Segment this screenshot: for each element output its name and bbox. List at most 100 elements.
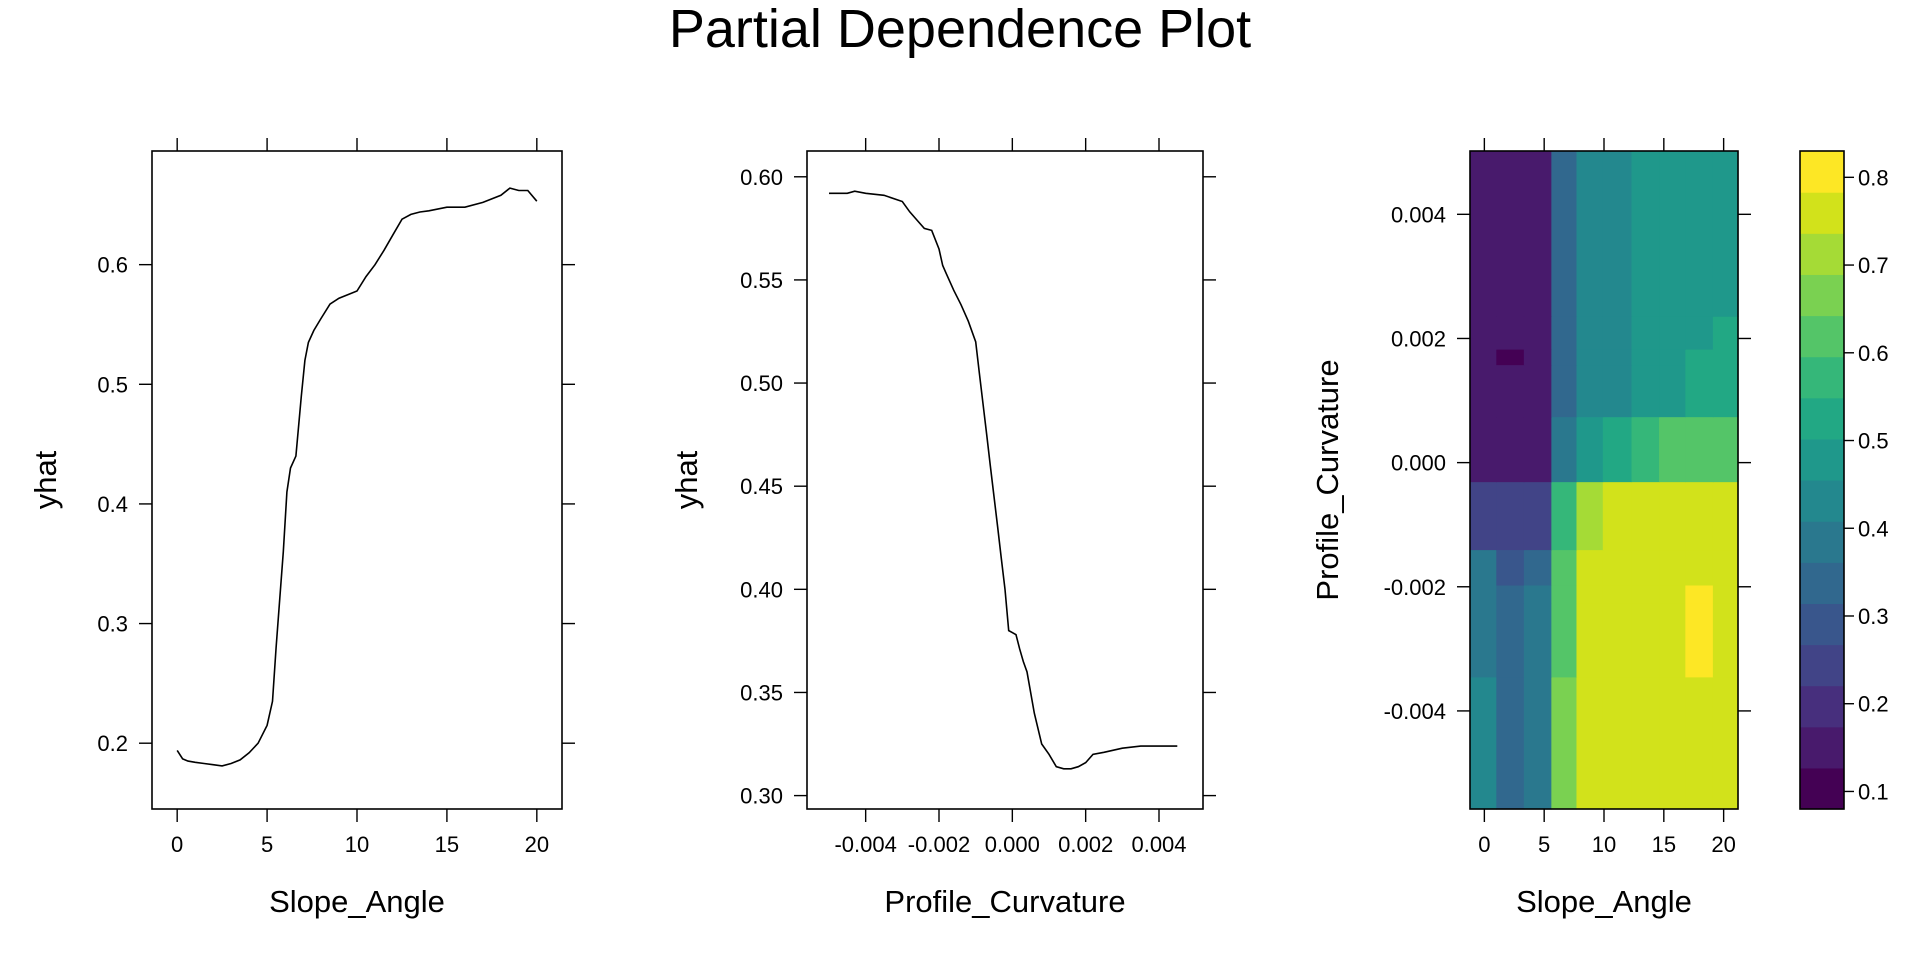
heatmap-cell — [1685, 349, 1714, 366]
y-tick-label: 0.40 — [740, 577, 783, 602]
heatmap-cell — [1712, 364, 1739, 418]
heatmap-cell — [1523, 676, 1552, 810]
heatmap-cell — [1523, 584, 1552, 604]
heatmap-cell — [1659, 416, 1686, 483]
y-tick-label: 0.000 — [1391, 451, 1446, 476]
x-tick-label: 10 — [345, 832, 369, 857]
heatmap-cell — [1551, 364, 1578, 418]
y-tick-label: 0.004 — [1391, 202, 1446, 227]
heatmap-cell — [1470, 602, 1497, 678]
heatmap-cell — [1685, 481, 1714, 551]
x-tick-label: 20 — [1711, 832, 1735, 857]
heatmap-cell — [1576, 676, 1604, 810]
heatmap-cell — [1523, 349, 1552, 366]
heatmap-cell — [1631, 584, 1660, 604]
y-tick-label: 0.50 — [740, 371, 783, 396]
y-tick-label: -0.002 — [1384, 575, 1446, 600]
colorbar-swatch — [1800, 315, 1844, 358]
panel-heatmap: Slope_Angle Profile_Curvature 0.1 0.2 0.3 0… — [1310, 138, 1889, 919]
x-tick-label: 5 — [261, 832, 273, 857]
x-tick-label: -0.004 — [834, 832, 896, 857]
heatmap-cell — [1470, 151, 1497, 317]
y-tick-label: 0.45 — [740, 474, 783, 499]
colorbar-frame — [1799, 150, 1845, 810]
x-tick-label: 0.002 — [1058, 832, 1113, 857]
heatmap-cell — [1712, 316, 1739, 350]
heatmap-cell — [1685, 151, 1714, 317]
heatmap-cell — [1602, 316, 1633, 350]
colorbar-swatch — [1800, 151, 1844, 193]
y-tick-label: 0.55 — [740, 268, 783, 293]
panel-profile-curvature-line: Profile_Curvature yhat -0.004 -0.002 0.000… — [669, 138, 1216, 919]
heatmap-cell — [1685, 602, 1714, 678]
heatmap-cell — [1602, 549, 1633, 586]
heatmap-cell — [1496, 316, 1525, 350]
panel-slope-angle-line: Slope_Angle yhat 0 5 10 15 20 0.2 0.3 0.4 0.5 0.6 — [28, 138, 575, 919]
x-tick-label: -0.002 — [908, 832, 970, 857]
heatmap-cell — [1523, 549, 1552, 586]
heatmap-cell — [1712, 676, 1739, 810]
heatmap-cell — [1523, 481, 1552, 551]
colorbar-swatch — [1800, 685, 1844, 728]
heatmap-cell — [1496, 584, 1525, 604]
y-tick-label: 0.30 — [740, 784, 783, 809]
x-tick-label: 0.000 — [985, 832, 1040, 857]
heatmap-cell — [1576, 481, 1604, 551]
x-tick-label: 0 — [171, 832, 183, 857]
heatmap-cell — [1602, 602, 1633, 678]
plot-frame — [806, 150, 1204, 810]
colorbar-swatch — [1800, 480, 1844, 522]
x-tick-label: 0.004 — [1131, 832, 1186, 857]
pd-series-line — [829, 190, 1178, 770]
heatmap-cell — [1576, 416, 1604, 483]
heatmap-cell — [1523, 364, 1552, 418]
heatmap-cell — [1631, 349, 1660, 366]
heatmap-cell — [1631, 481, 1660, 551]
colorbar-swatch — [1800, 356, 1844, 399]
colorbar-swatch — [1800, 767, 1844, 810]
colorbar-swatch — [1800, 438, 1844, 481]
heatmap-cell — [1496, 676, 1525, 810]
plot-frame — [151, 150, 563, 810]
heatmap-cells — [1470, 151, 1739, 810]
heatmap-cell — [1470, 481, 1497, 551]
colorbar-swatch — [1800, 192, 1844, 234]
heatmap-cell — [1602, 584, 1633, 604]
x-tick-label: 15 — [435, 832, 459, 857]
y-tick-label: 0.60 — [740, 165, 783, 190]
heatmap-cell — [1685, 676, 1714, 810]
heatmap-cell — [1659, 549, 1686, 586]
heatmap-cell — [1631, 416, 1660, 483]
y-tick-label: 0.6 — [97, 253, 128, 278]
y-tick-label: 0.4 — [97, 492, 128, 517]
colorbar-tick-label: 0.8 — [1858, 165, 1889, 190]
colorbar-tick-label: 0.5 — [1858, 429, 1889, 454]
y-tick-label: 0.35 — [740, 680, 783, 705]
heatmap-cell — [1470, 316, 1497, 350]
heatmap-cell — [1496, 602, 1525, 678]
y-tick-label: 0.2 — [97, 731, 128, 756]
heatmap-cell — [1659, 676, 1686, 810]
figure-title: Partial Dependence Plot — [669, 0, 1251, 59]
colorbar-tick-label: 0.4 — [1858, 516, 1889, 541]
heatmap-cell — [1631, 676, 1660, 810]
heatmap-cell — [1712, 584, 1739, 604]
heatmap-cell — [1551, 151, 1578, 317]
heatmap-cell — [1631, 316, 1660, 350]
heatmap-cell — [1470, 676, 1497, 810]
x-axis-label: Slope_Angle — [269, 884, 445, 919]
heatmap-cell — [1659, 349, 1686, 366]
colorbar-swatch — [1800, 603, 1844, 646]
heatmap-cell — [1602, 151, 1633, 317]
heatmap-cell — [1602, 349, 1633, 366]
heatmap-cell — [1496, 416, 1525, 483]
pd-series-line — [176, 187, 538, 767]
heatmap-cell — [1712, 549, 1739, 586]
heatmap-cell — [1496, 481, 1525, 551]
heatmap-cell — [1685, 416, 1714, 483]
heatmap-cell — [1602, 676, 1633, 810]
heatmap-cell — [1659, 316, 1686, 350]
heatmap-cell — [1470, 349, 1497, 366]
y-axis-label: Profile_Curvature — [1310, 359, 1345, 600]
